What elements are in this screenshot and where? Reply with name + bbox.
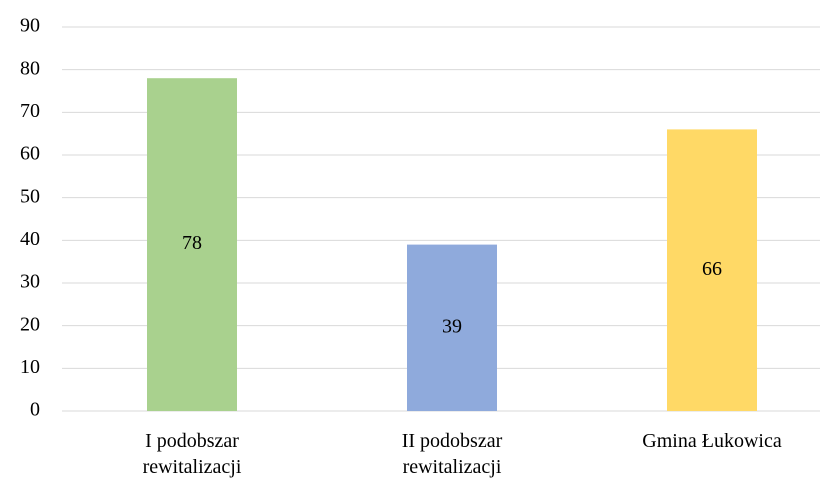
y-tick-label: 0 <box>30 399 40 421</box>
y-tick-label: 90 <box>20 15 40 37</box>
bar <box>667 129 757 411</box>
data-label: 39 <box>442 315 462 337</box>
y-tick-label: 60 <box>20 143 40 165</box>
x-tick-label: II podobszar rewitalizacji <box>401 430 503 478</box>
y-tick-label: 30 <box>20 271 40 293</box>
y-tick-label: 80 <box>20 57 40 79</box>
y-tick-label: 70 <box>20 100 40 122</box>
y-tick-label: 20 <box>20 313 40 335</box>
y-tick-label: 50 <box>20 185 40 207</box>
x-tick-label: Gmina Łukowica <box>642 430 782 452</box>
bar <box>147 78 237 411</box>
y-tick-label: 10 <box>20 356 40 378</box>
bar <box>407 244 497 411</box>
data-label: 78 <box>182 232 202 254</box>
y-tick-label: 40 <box>20 228 40 250</box>
data-label: 66 <box>702 258 722 280</box>
x-tick-label: I podobszar rewitalizacji <box>142 430 242 478</box>
